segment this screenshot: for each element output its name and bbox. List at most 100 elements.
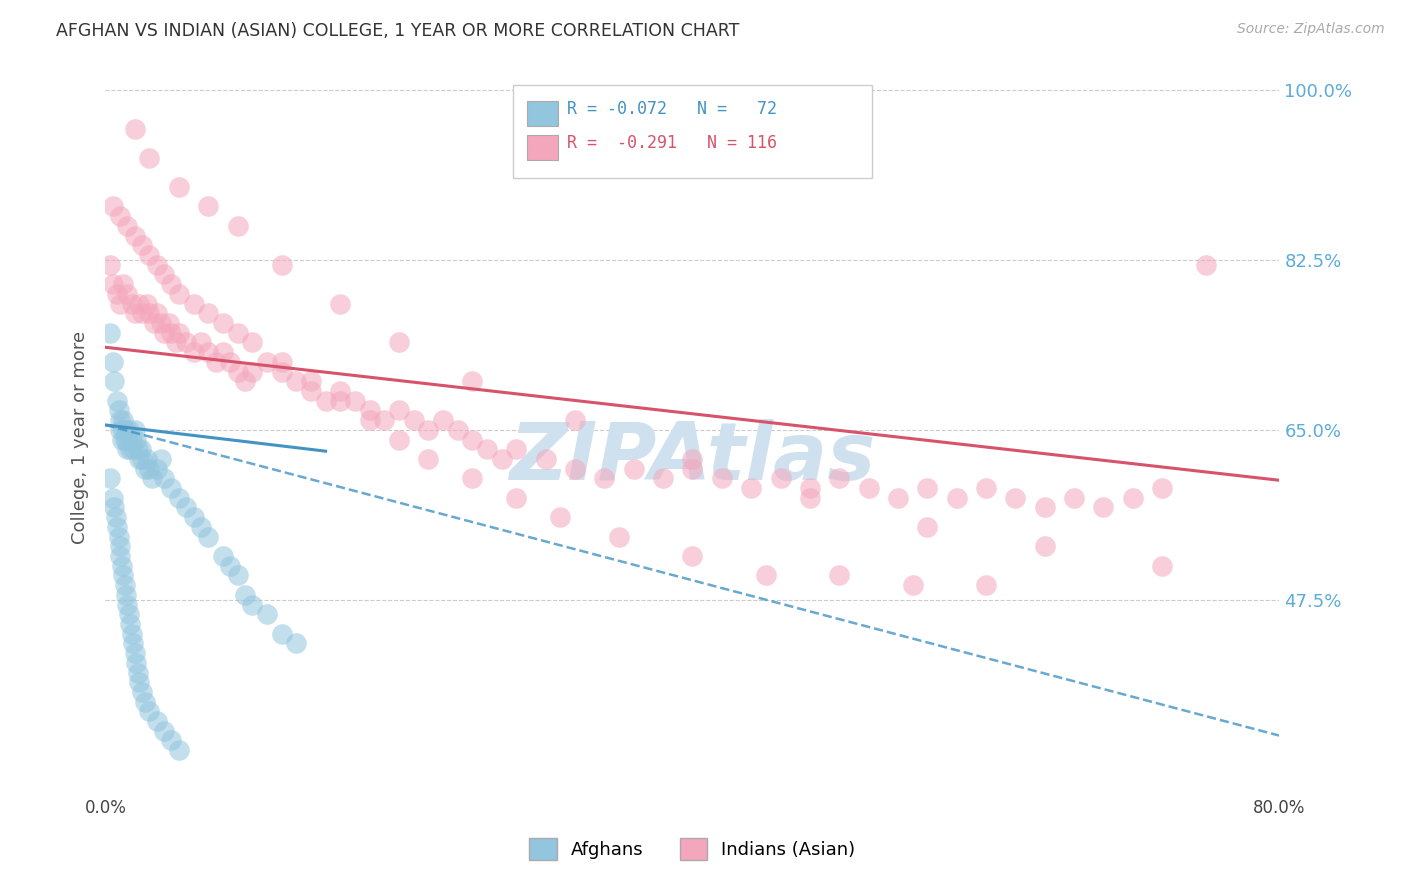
Point <box>190 520 212 534</box>
Point <box>138 306 160 320</box>
Point <box>256 607 278 622</box>
Point <box>299 384 322 398</box>
Point <box>285 636 308 650</box>
Point <box>226 365 249 379</box>
Text: R = -0.072   N =   72: R = -0.072 N = 72 <box>567 100 776 118</box>
Point <box>828 471 851 485</box>
Text: AFGHAN VS INDIAN (ASIAN) COLLEGE, 1 YEAR OR MORE CORRELATION CHART: AFGHAN VS INDIAN (ASIAN) COLLEGE, 1 YEAR… <box>56 22 740 40</box>
Point <box>135 451 157 466</box>
Point <box>110 558 132 573</box>
Point <box>1150 558 1173 573</box>
Point <box>108 209 131 223</box>
Point <box>129 442 152 457</box>
Point <box>461 471 484 485</box>
Point <box>211 316 233 330</box>
Point <box>150 316 173 330</box>
Point <box>108 413 131 427</box>
Point <box>124 423 146 437</box>
Legend: Afghans, Indians (Asian): Afghans, Indians (Asian) <box>522 830 863 867</box>
Point <box>120 617 142 632</box>
Point <box>127 665 149 680</box>
Point <box>138 248 160 262</box>
Point <box>446 423 468 437</box>
Point <box>146 461 169 475</box>
Point <box>118 423 141 437</box>
Point <box>160 733 183 747</box>
Point <box>211 549 233 563</box>
Point <box>1195 258 1218 272</box>
Point <box>329 384 352 398</box>
Point <box>226 326 249 340</box>
Point <box>799 481 821 495</box>
Point <box>174 335 197 350</box>
Point <box>98 326 121 340</box>
Text: R =  -0.291   N = 116: R = -0.291 N = 116 <box>567 134 776 152</box>
Point <box>682 549 704 563</box>
Point <box>197 530 219 544</box>
Point <box>131 306 153 320</box>
Point <box>138 151 160 165</box>
Point <box>167 286 190 301</box>
Point <box>211 345 233 359</box>
Point <box>115 423 138 437</box>
Point <box>101 199 124 213</box>
Point <box>270 355 292 369</box>
Point <box>120 442 142 457</box>
Point <box>98 258 121 272</box>
Point <box>160 481 183 495</box>
Point <box>104 510 127 524</box>
Point <box>128 451 150 466</box>
Point <box>564 461 586 475</box>
Point <box>117 219 139 233</box>
Point <box>112 568 135 582</box>
Point <box>388 335 411 350</box>
Point <box>150 451 173 466</box>
Point <box>138 704 160 718</box>
Point <box>153 268 176 282</box>
Point <box>117 442 139 457</box>
Point <box>117 433 139 447</box>
Point <box>359 403 381 417</box>
Point <box>461 374 484 388</box>
Point <box>534 451 557 466</box>
Point <box>475 442 498 457</box>
Point <box>256 355 278 369</box>
Point <box>131 238 153 252</box>
Point <box>491 451 513 466</box>
Point <box>1063 491 1085 505</box>
Point <box>917 481 939 495</box>
Point <box>112 277 135 292</box>
Point <box>1004 491 1026 505</box>
Point <box>121 433 143 447</box>
Point <box>197 199 219 213</box>
Point <box>240 598 263 612</box>
Point <box>769 471 792 485</box>
Text: Source: ZipAtlas.com: Source: ZipAtlas.com <box>1237 22 1385 37</box>
Point <box>190 335 212 350</box>
Point <box>183 510 205 524</box>
Point <box>107 530 129 544</box>
Point <box>226 219 249 233</box>
Point <box>623 461 645 475</box>
Point <box>974 578 997 592</box>
Point <box>219 558 242 573</box>
Point <box>101 277 124 292</box>
Point <box>388 433 411 447</box>
Point <box>564 413 586 427</box>
Point <box>134 461 156 475</box>
Point <box>461 433 484 447</box>
Point <box>388 403 411 417</box>
Point <box>125 433 148 447</box>
Point <box>117 286 139 301</box>
Point <box>131 451 153 466</box>
Point <box>183 296 205 310</box>
Point <box>799 491 821 505</box>
Point <box>233 374 256 388</box>
Point <box>174 500 197 515</box>
Point <box>858 481 880 495</box>
Point <box>103 500 125 515</box>
Point <box>98 471 121 485</box>
Point <box>124 121 146 136</box>
Text: ZIPAtlas: ZIPAtlas <box>509 419 876 498</box>
Point <box>945 491 967 505</box>
